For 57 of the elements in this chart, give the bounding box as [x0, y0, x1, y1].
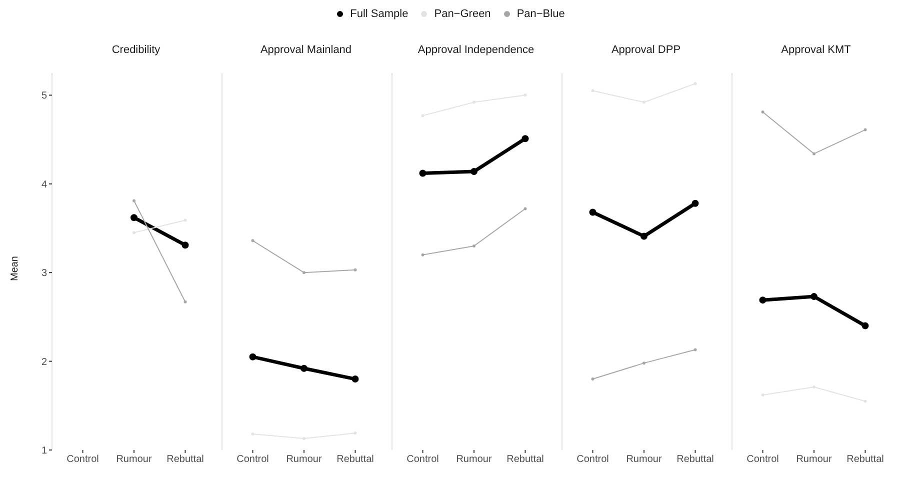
x-tick-label: Rumour: [116, 454, 152, 466]
x-tick-label: Rebuttal: [166, 454, 204, 466]
point: [761, 110, 764, 114]
point: [694, 348, 697, 352]
point: [810, 293, 818, 300]
point: [249, 353, 256, 360]
point: [862, 322, 869, 330]
x-tick-label: Control: [236, 454, 269, 466]
x-tick-label: Control: [576, 454, 609, 466]
point: [864, 128, 867, 132]
point: [640, 232, 648, 240]
point: [302, 271, 306, 274]
point: [812, 152, 816, 156]
x-tick-label: Rumour: [796, 454, 832, 466]
point: [470, 168, 478, 175]
point: [591, 378, 594, 381]
x-tick-label: Rebuttal: [336, 454, 374, 466]
chart-title: Approval Independence: [416, 43, 536, 58]
point: [132, 199, 136, 202]
point: [421, 253, 424, 256]
point: [251, 239, 254, 242]
y-tick-label: 3: [41, 268, 48, 280]
chart-title: Credibility: [110, 43, 162, 58]
point: [300, 364, 308, 372]
point: [184, 300, 187, 304]
y-tick-label: 5: [41, 90, 48, 102]
x-tick-label: Rebuttal: [506, 454, 544, 466]
x-tick-label: Rumour: [626, 454, 662, 466]
legend-label: Pan−Green: [434, 8, 491, 20]
point: [589, 208, 596, 216]
point: [522, 135, 529, 142]
x-tick-label: Control: [746, 454, 779, 466]
point: [419, 170, 426, 177]
point: [524, 207, 527, 210]
point: [182, 242, 189, 249]
point: [692, 200, 699, 207]
x-tick-label: Control: [66, 454, 99, 466]
chart-title: Approval Mainland: [259, 43, 353, 58]
chart-title: Approval DPP: [610, 43, 682, 58]
x-tick-label: Rebuttal: [846, 454, 884, 466]
x-tick-label: Rebuttal: [676, 454, 714, 466]
point: [130, 214, 138, 222]
chart-title: Approval KMT: [780, 43, 852, 58]
point: [759, 296, 766, 304]
y-tick-label: 4: [41, 179, 48, 190]
point: [354, 268, 357, 272]
legend-label: Pan−Blue: [516, 8, 565, 20]
y-axis-title: Mean: [10, 255, 20, 284]
x-tick-label: Control: [406, 454, 439, 466]
y-tick-label: 2: [41, 356, 48, 368]
x-tick-label: Rumour: [456, 454, 492, 466]
y-tick-label: 1: [41, 446, 48, 457]
point: [472, 244, 476, 248]
point: [642, 362, 646, 365]
legend-label: Full Sample: [350, 8, 408, 20]
x-tick-label: Rumour: [286, 454, 322, 466]
point: [352, 376, 359, 383]
